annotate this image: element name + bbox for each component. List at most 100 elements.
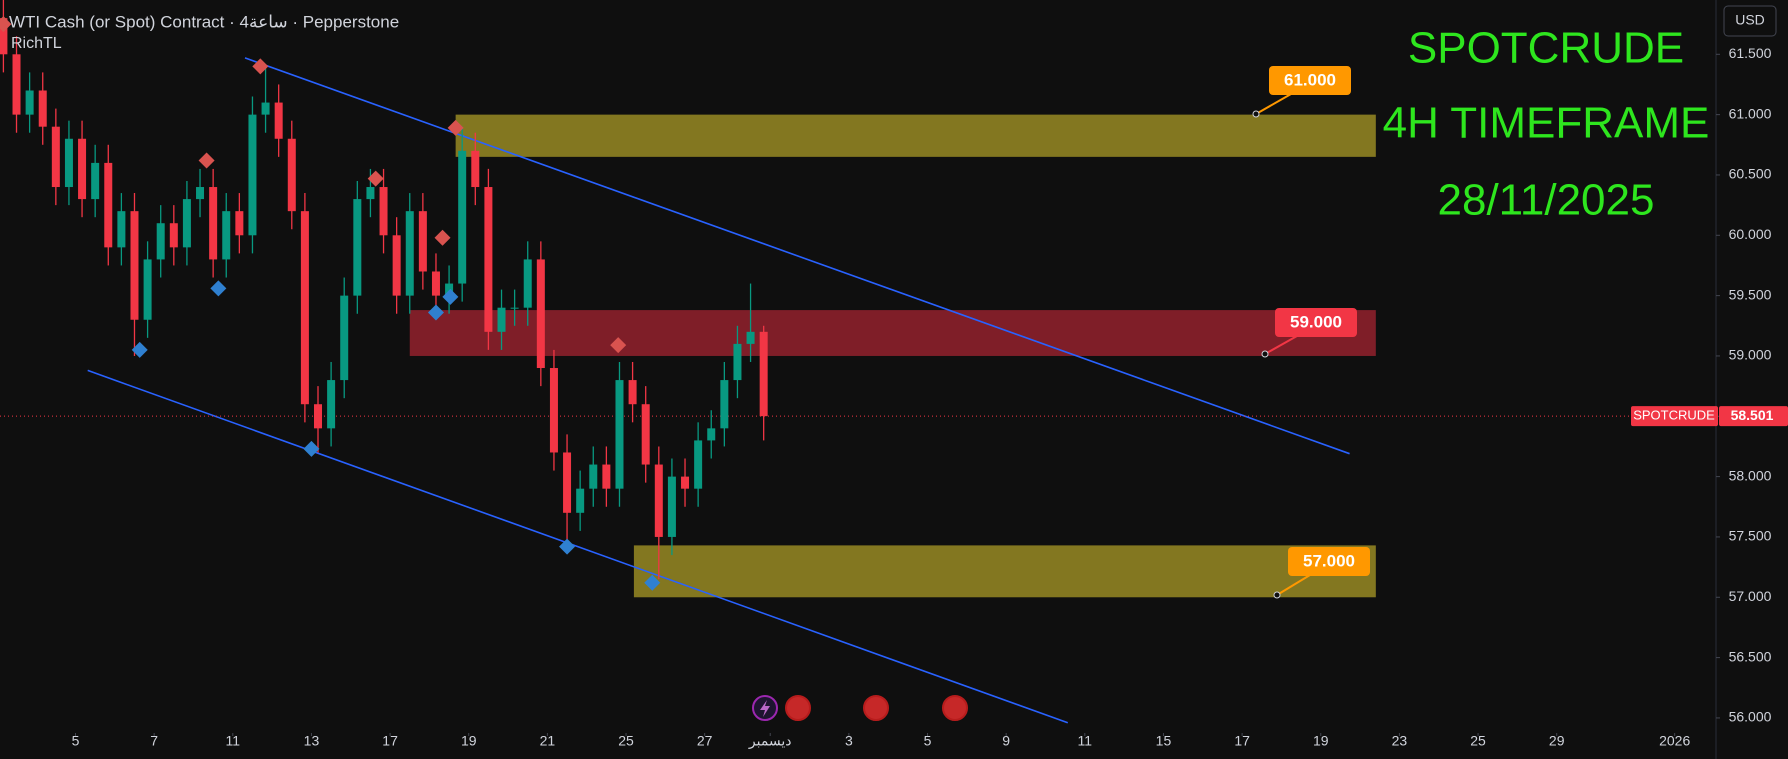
signal-marker xyxy=(427,304,444,321)
candle-body xyxy=(523,259,532,308)
signal-marker xyxy=(0,16,12,33)
candle-body xyxy=(104,162,113,248)
x-tick-label: 2026 xyxy=(1659,733,1690,749)
candle-body xyxy=(313,404,322,429)
candle-body xyxy=(130,211,139,320)
price-zone xyxy=(409,310,1376,356)
trend-line xyxy=(244,57,1350,455)
x-tick-label: 17 xyxy=(1234,733,1250,749)
signal-marker xyxy=(210,280,227,297)
indicator-name: RichTL xyxy=(11,35,62,52)
candle-body xyxy=(353,199,362,296)
x-tick-label: 5 xyxy=(72,733,80,749)
y-tick-label: 58.000 xyxy=(1729,467,1772,483)
candle-body xyxy=(274,102,283,139)
x-tick-label: 3 xyxy=(845,733,853,749)
candle-body xyxy=(261,102,270,115)
candle-body xyxy=(0,18,8,55)
candle-body xyxy=(25,90,34,115)
y-tick-label: 60.000 xyxy=(1729,226,1772,242)
candle-body xyxy=(602,464,611,489)
candle-body xyxy=(182,199,191,248)
event-icon[interactable] xyxy=(942,695,968,721)
currency-label[interactable]: USD xyxy=(1735,12,1765,28)
x-tick-label: 13 xyxy=(304,733,320,749)
x-tick-label: 29 xyxy=(1549,733,1565,749)
plot-area xyxy=(0,0,1716,724)
candle-body xyxy=(12,54,21,115)
x-tick-label: 5 xyxy=(924,733,932,749)
candle-body xyxy=(484,187,493,332)
candle-body xyxy=(64,138,73,188)
x-tick-label: 15 xyxy=(1156,733,1172,749)
candle-body xyxy=(759,331,768,417)
signal-marker xyxy=(644,574,661,591)
candle-body xyxy=(209,187,218,260)
candle-body xyxy=(707,428,716,441)
trend-line xyxy=(87,369,1069,724)
signal-marker xyxy=(610,337,627,354)
last-price-label: 58.501 xyxy=(1731,407,1774,423)
signal-marker xyxy=(252,58,269,75)
zone-label: 61.000 xyxy=(1284,70,1336,89)
signal-marker xyxy=(198,152,215,169)
candle-body xyxy=(405,211,414,296)
signal-marker xyxy=(447,119,464,136)
y-tick-label: 59.500 xyxy=(1729,286,1772,302)
x-tick-label: 7 xyxy=(150,733,158,749)
y-tick-label: 61.500 xyxy=(1729,45,1772,61)
candle-body xyxy=(431,271,440,296)
candle-body xyxy=(549,368,558,453)
candle-body xyxy=(615,380,624,489)
x-tick-label: 25 xyxy=(1470,733,1486,749)
y-tick-label: 57.000 xyxy=(1729,588,1772,604)
signal-marker xyxy=(442,288,459,305)
y-tick-label: 57.500 xyxy=(1729,528,1772,544)
x-tick-label: 21 xyxy=(540,733,556,749)
event-icon[interactable] xyxy=(863,695,889,721)
last-price-box xyxy=(1719,406,1788,427)
candle-body xyxy=(746,331,755,344)
zone-label-box xyxy=(1288,547,1370,576)
x-tick-label: 19 xyxy=(461,733,477,749)
currency-button[interactable] xyxy=(1723,5,1777,37)
overlay-text: 4H TIMEFRAME xyxy=(1383,99,1710,148)
y-tick-label: 56.500 xyxy=(1729,648,1772,664)
overlay-text: 28/11/2025 xyxy=(1438,176,1655,225)
candle-body xyxy=(667,476,676,537)
candle-body xyxy=(379,187,388,236)
y-tick-label: 60.500 xyxy=(1729,166,1772,182)
candle-body xyxy=(38,90,47,127)
event-icon[interactable] xyxy=(785,695,811,721)
candle-body xyxy=(287,138,296,212)
candle-body xyxy=(300,211,309,405)
candle-body xyxy=(143,259,152,320)
x-tick-label: 11 xyxy=(226,733,241,749)
candle-body xyxy=(327,380,336,429)
candle-body xyxy=(733,343,742,381)
zone-label: 57.000 xyxy=(1303,551,1355,570)
candle-body xyxy=(78,138,87,200)
candle-body xyxy=(91,162,100,200)
candle-body xyxy=(248,114,257,236)
signal-marker xyxy=(559,538,576,555)
candle-body xyxy=(418,211,427,272)
candle-body xyxy=(392,235,401,296)
zone-label-box xyxy=(1275,308,1357,337)
last-price-name: SPOTCRUDE xyxy=(1633,408,1715,423)
signal-marker xyxy=(367,170,384,187)
candle-body xyxy=(720,380,729,429)
x-tick-label: ديسمبر xyxy=(748,733,792,750)
candle-body xyxy=(576,488,585,513)
zone-label-anchor xyxy=(1261,350,1269,358)
candle-body xyxy=(340,295,349,381)
x-tick-label: 9 xyxy=(1002,733,1010,749)
zone-label-pointer xyxy=(1255,93,1292,115)
candle-body xyxy=(169,223,178,248)
event-icons xyxy=(752,695,968,721)
candle-body xyxy=(589,464,598,489)
candle-body xyxy=(366,187,375,200)
zone-label-pointer xyxy=(1264,335,1298,355)
